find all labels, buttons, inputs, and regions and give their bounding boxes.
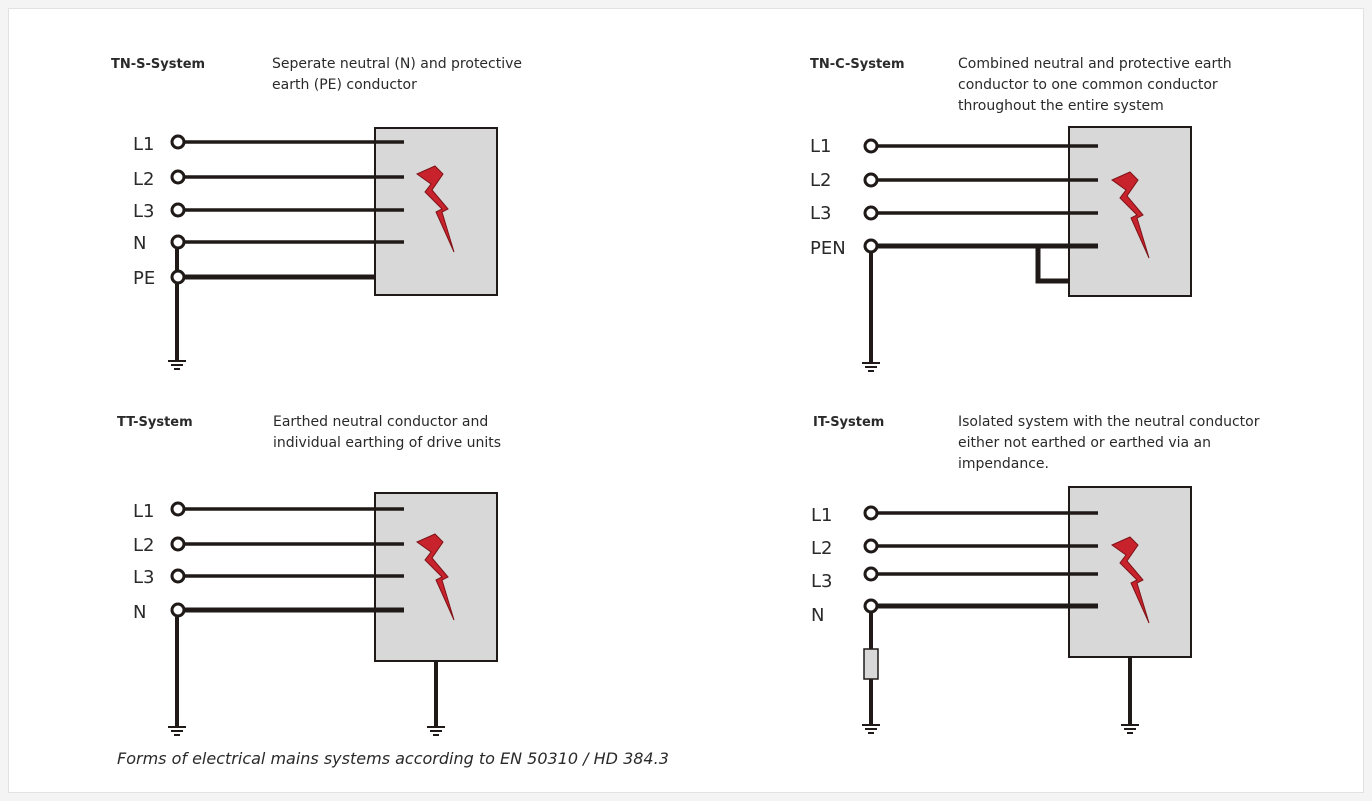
it-terminal-label-l1: L1 [811, 505, 832, 526]
tn-c-description-line-1: Combined neutral and protective earth [958, 56, 1232, 72]
tt-description-line-1: Earthed neutral conductor and [273, 414, 488, 430]
mains-systems-diagram: TN-S-System Seperate neutral (N) and pro… [111, 56, 1260, 768]
tn-c-title: TN-C-System [810, 57, 905, 72]
it-terminal-l2-icon [863, 538, 879, 554]
tn-c-description-line-2: conductor to one common conductor [958, 77, 1218, 93]
tn-s-system-diagram: TN-S-System Seperate neutral (N) and pro… [111, 56, 522, 370]
tn-c-terminal-label-l3: L3 [810, 203, 831, 224]
tt-terminal-label-n: N [133, 602, 146, 623]
tn-s-terminal-label-l2: L2 [133, 169, 154, 190]
tn-s-ground-icon [167, 360, 187, 370]
tn-c-terminal-label-l1: L1 [810, 136, 831, 157]
tn-c-terminal-l2-icon [863, 172, 879, 188]
it-neutral-ground-icon [861, 724, 881, 734]
tn-c-terminal-l1-icon [863, 138, 879, 154]
it-terminal-l3-icon [863, 566, 879, 582]
it-terminal-l1-icon [863, 505, 879, 521]
tt-terminal-l2-icon [170, 536, 186, 552]
tt-neutral-ground-icon [167, 726, 187, 736]
tn-s-terminal-label-n: N [133, 233, 146, 254]
tt-terminal-n-icon [170, 602, 186, 618]
tn-c-terminal-label-pen: PEN [810, 238, 846, 259]
tt-terminal-l3-icon [170, 568, 186, 584]
it-description-line-2: either not earthed or earthed via an [958, 435, 1211, 451]
tn-s-terminal-l1-icon [170, 134, 186, 150]
tt-terminal-label-l3: L3 [133, 567, 154, 588]
tt-terminal-l1-icon [170, 501, 186, 517]
diagram-canvas: TN-S-System Seperate neutral (N) and pro… [8, 8, 1364, 793]
tn-c-terminal-label-l2: L2 [810, 170, 831, 191]
it-system-diagram: IT-System Isolated system with the neutr… [811, 414, 1260, 734]
tn-s-description-line-2: earth (PE) conductor [272, 77, 417, 93]
tn-s-description-line-1: Seperate neutral (N) and protective [272, 56, 522, 72]
it-impedance-icon [863, 648, 879, 680]
tt-terminal-label-l2: L2 [133, 535, 154, 556]
it-title: IT-System [813, 415, 884, 430]
tn-c-system-diagram: TN-C-System Combined neutral and protect… [810, 56, 1232, 372]
tn-s-terminal-l3-icon [170, 202, 186, 218]
tn-c-pen-bridge [1035, 246, 1069, 284]
tt-title: TT-System [117, 415, 193, 430]
it-description-line-3: impendance. [958, 456, 1049, 472]
it-device-ground-icon [1120, 724, 1140, 734]
tn-c-terminal-pen-icon [863, 238, 879, 254]
it-terminal-n-icon [863, 598, 879, 614]
figure-caption: Forms of electrical mains systems accord… [117, 749, 669, 768]
tt-description-line-2: individual earthing of drive units [273, 435, 501, 451]
tt-device-ground-icon [426, 726, 446, 736]
it-terminal-label-l3: L3 [811, 571, 832, 592]
tn-c-ground-icon [861, 362, 881, 372]
tn-s-terminal-label-pe: PE [133, 268, 155, 289]
it-terminal-label-n: N [811, 605, 824, 626]
tt-terminal-label-l1: L1 [133, 501, 154, 522]
it-terminal-label-l2: L2 [811, 538, 832, 559]
tn-c-terminal-l3-icon [863, 205, 879, 221]
tn-c-description-line-3: throughout the entire system [958, 98, 1164, 114]
tn-s-terminal-label-l1: L1 [133, 134, 154, 155]
tt-system-diagram: TT-System Earthed neutral conductor and … [117, 414, 501, 736]
tn-s-title: TN-S-System [111, 57, 205, 72]
tn-s-terminal-pe-icon [170, 269, 186, 285]
tn-s-terminal-n-icon [170, 234, 186, 250]
it-description-line-1: Isolated system with the neutral conduct… [958, 414, 1260, 430]
tn-s-terminal-l2-icon [170, 169, 186, 185]
tn-s-terminal-label-l3: L3 [133, 201, 154, 222]
